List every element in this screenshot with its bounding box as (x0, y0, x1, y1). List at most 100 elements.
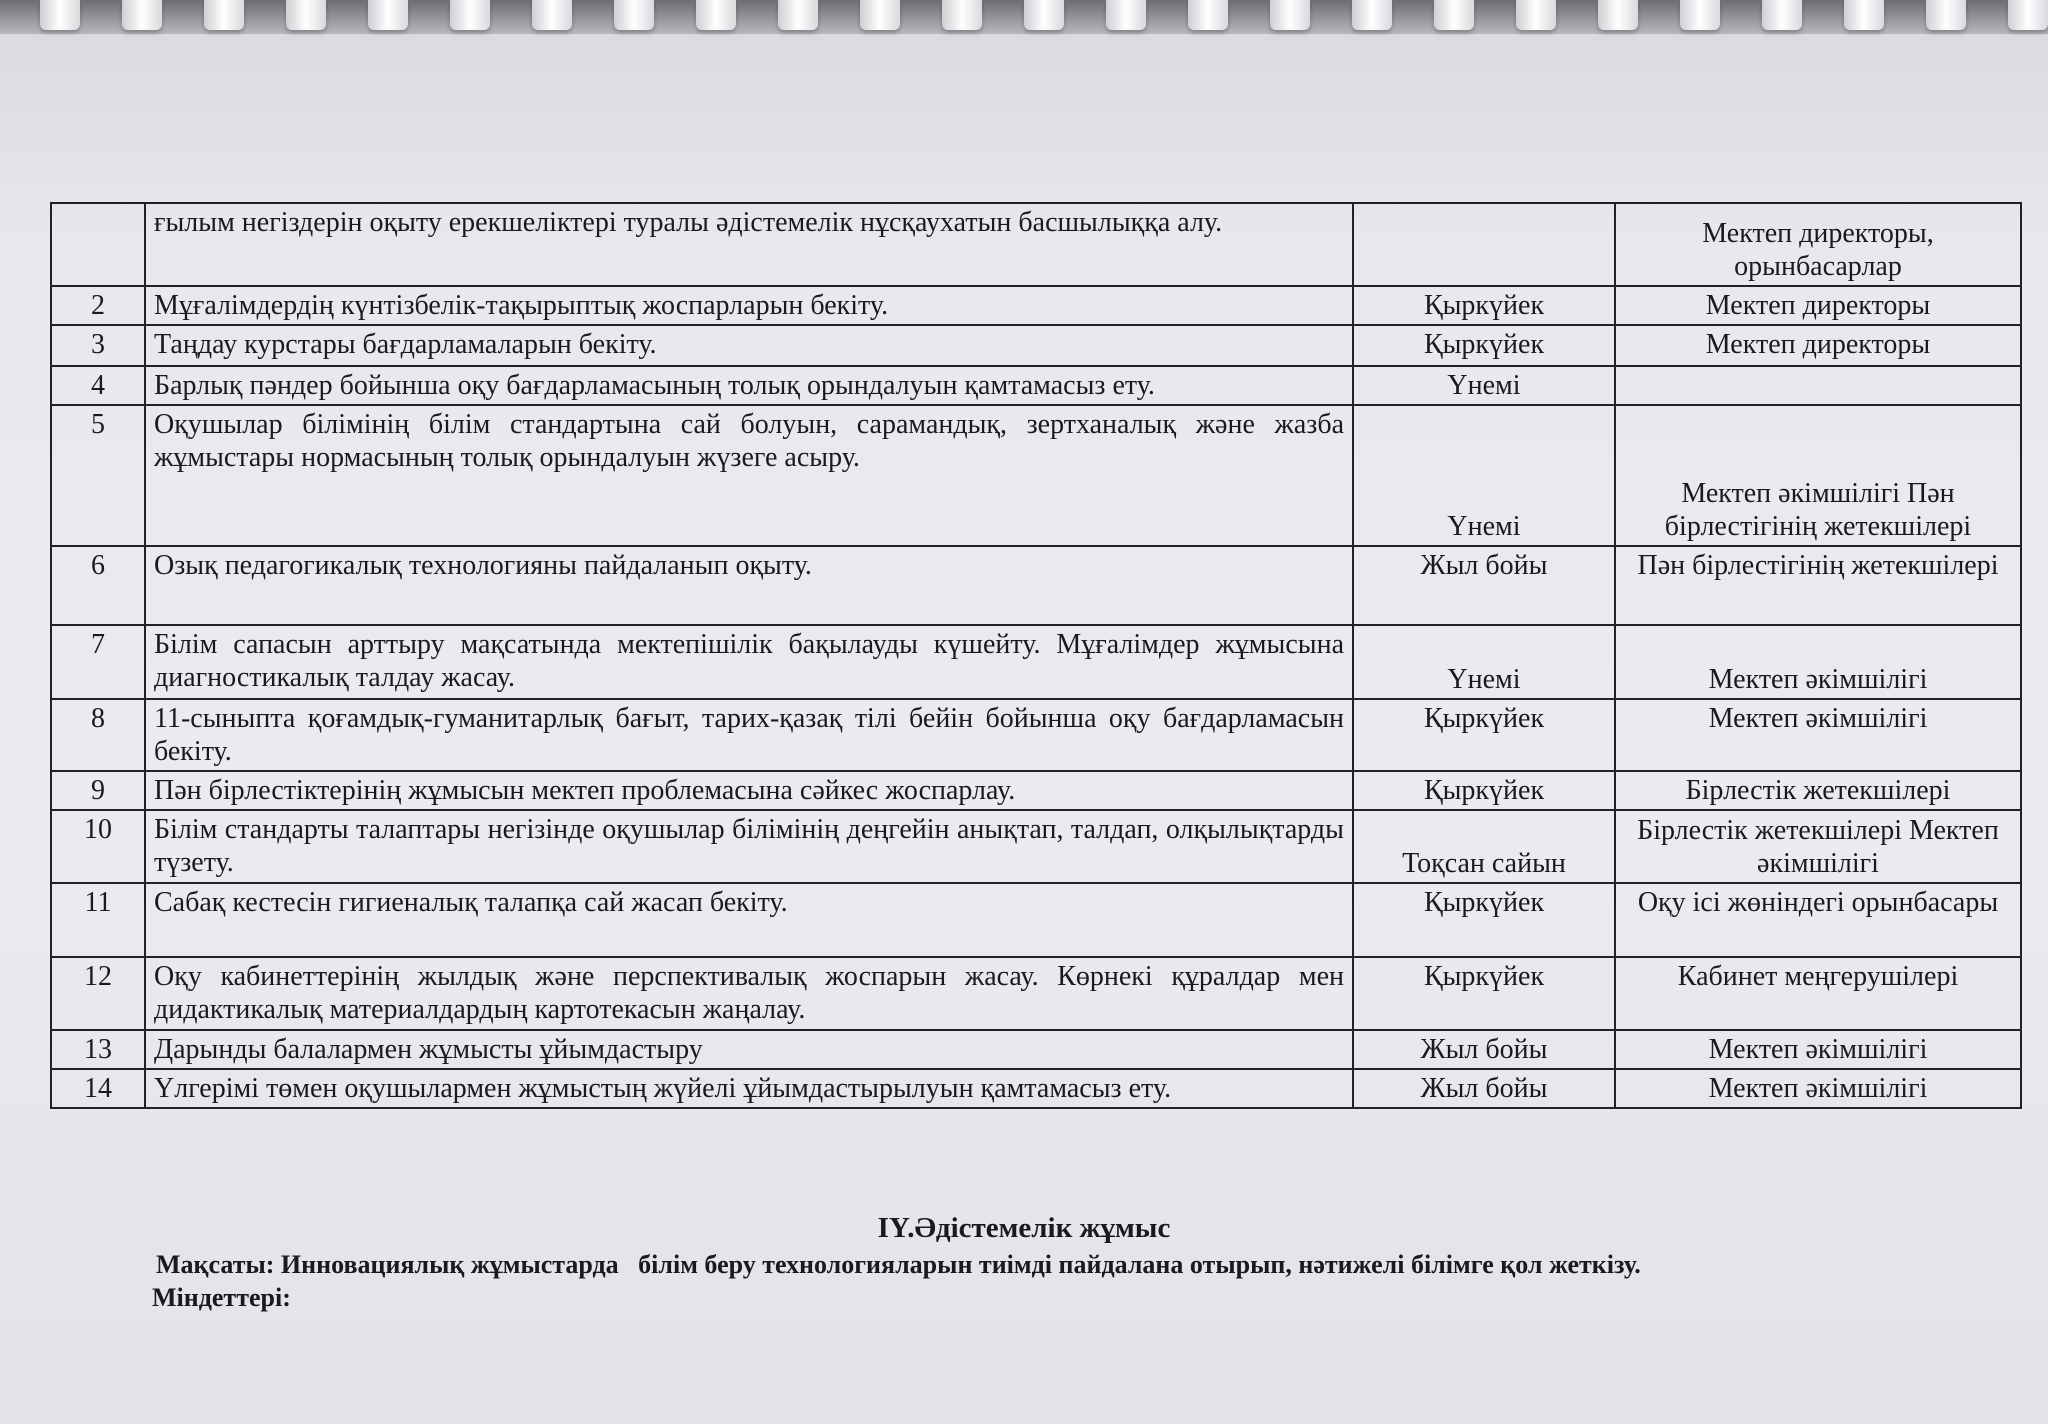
binding-ring (450, 0, 490, 30)
cell-num: 13 (50, 1029, 146, 1070)
cell-resp (1614, 365, 2022, 406)
cell-task: Білім сапасын арттыру мақсатында мектепі… (144, 624, 1354, 700)
cell-task: Білім стандарты талаптары негізінде оқуш… (144, 809, 1354, 884)
cell-num: 11 (50, 882, 146, 958)
binding-ring (1188, 0, 1228, 30)
cell-task: Сабақ кестесін гигиеналық талапқа сай жа… (144, 882, 1354, 958)
cell-num: 6 (50, 545, 146, 626)
binding-ring (40, 0, 80, 30)
cell-time (1352, 202, 1616, 287)
cell-resp: Мектеп директоры, орынбасарлар (1614, 202, 2022, 287)
binding-ring (860, 0, 900, 30)
cell-num: 4 (50, 365, 146, 406)
cell-resp: Мектеп әкімшілігі (1614, 624, 2022, 700)
binding-ring (1106, 0, 1146, 30)
cell-task: ғылым негіздерін оқыту ерекшеліктері тур… (144, 202, 1354, 287)
cell-time: Қыркүйек (1352, 698, 1616, 772)
binding-ring (1844, 0, 1884, 30)
cell-time: Жыл бойы (1352, 1068, 1616, 1109)
cell-num: 10 (50, 809, 146, 884)
cell-task: Дарынды балалармен жұмысты ұйымдастыру (144, 1029, 1354, 1070)
cell-num: 2 (50, 285, 146, 326)
cell-resp: Мектеп директоры (1614, 285, 2022, 326)
binding-ring (368, 0, 408, 30)
binding-ring (286, 0, 326, 30)
cell-task: 11-сыныпта қоғамдық-гуманитарлық бағыт, … (144, 698, 1354, 772)
cell-task: Барлық пәндер бойынша оқу бағдарламасыны… (144, 365, 1354, 406)
cell-task: Озық педагогикалық технологияны пайдалан… (144, 545, 1354, 626)
section-tasks-label: Міндеттері: (152, 1283, 291, 1312)
cell-time: Қыркүйек (1352, 324, 1616, 367)
cell-resp: Бірлестік жетекшілері (1614, 770, 2022, 811)
table-row: 4 Барлық пәндер бойынша оқу бағдарламасын… (50, 365, 2022, 406)
cell-task: Оқу кабинеттерінің жылдық және перспекти… (144, 956, 1354, 1031)
binding-ring (1598, 0, 1638, 30)
spiral-binding (0, 0, 2048, 34)
binding-ring (1024, 0, 1064, 30)
cell-resp: Мектеп әкімшілігі (1614, 1068, 2022, 1109)
cell-num: 14 (50, 1068, 146, 1109)
cell-time: Қыркүйек (1352, 285, 1616, 326)
cell-task: Мұғалімдердің күнтізбелік-тақырыптық жос… (144, 285, 1354, 326)
table-row: 12 Оқу кабинеттерінің жылдық және перспек… (50, 956, 2022, 1031)
binding-ring (942, 0, 982, 30)
cell-num (50, 202, 146, 287)
cell-num: 5 (50, 404, 146, 547)
cell-resp: Мектеп әкімшілігі Пән бірлестігінің жете… (1614, 404, 2022, 547)
cell-num: 7 (50, 624, 146, 700)
binding-ring (1680, 0, 1720, 30)
binding-ring (1352, 0, 1392, 30)
cell-time: Тоқсан сайын (1352, 809, 1616, 884)
binding-ring (778, 0, 818, 30)
binding-ring (614, 0, 654, 30)
table-row: 13 Дарынды балалармен жұмысты ұйымдастыру… (50, 1029, 2022, 1070)
table-row: 11 Сабақ кестесін гигиеналық талапқа сай … (50, 882, 2022, 958)
cell-resp: Оқу ісі жөніндегі орынбасары (1614, 882, 2022, 958)
table-row: 8 11-сыныпта қоғамдық-гуманитарлық бағыт,… (50, 698, 2022, 772)
cell-task: Пән бірлестіктерінің жұмысын мектеп проб… (144, 770, 1354, 811)
cell-resp: Бірлестік жетекшілері Мектеп әкімшілігі (1614, 809, 2022, 884)
section-goal: Мақсаты: Инновациялық жұмыстарда білім б… (156, 1250, 1641, 1279)
cell-time: Үнемі (1352, 404, 1616, 547)
cell-num: 8 (50, 698, 146, 772)
table-row: 14 Үлгерімі төмен оқушылармен жұмыстың жү… (50, 1068, 2022, 1109)
binding-ring (696, 0, 736, 30)
cell-num: 12 (50, 956, 146, 1031)
binding-ring (1516, 0, 1556, 30)
cell-task: Үлгерімі төмен оқушылармен жұмыстың жүйе… (144, 1068, 1354, 1109)
binding-ring (532, 0, 572, 30)
cell-time: Қыркүйек (1352, 770, 1616, 811)
binding-ring (2008, 0, 2048, 30)
table-row: 6 Озық педагогикалық технологияны пайдала… (50, 545, 2022, 626)
binding-ring (1926, 0, 1966, 30)
binding-ring (1434, 0, 1474, 30)
cell-resp: Мектеп директоры (1614, 324, 2022, 367)
cell-resp: Мектеп әкімшілігі (1614, 1029, 2022, 1070)
cell-resp: Мектеп әкімшілігі (1614, 698, 2022, 772)
cell-resp: Пән бірлестігінің жетекшілері (1614, 545, 2022, 626)
table-row: 5 Оқушылар білімінің білім стандартына са… (50, 404, 2022, 547)
cell-resp: Кабинет меңгерушілері (1614, 956, 2022, 1031)
cell-time: Қыркүйек (1352, 956, 1616, 1031)
binding-ring (1270, 0, 1310, 30)
cell-time: Жыл бойы (1352, 1029, 1616, 1070)
binding-ring (1762, 0, 1802, 30)
section-heading: IY.Әдістемелік жұмыс (877, 1212, 1171, 1244)
cell-task: Таңдау курстары бағдарламаларын бекіту. (144, 324, 1354, 367)
table-row: 7 Білім сапасын арттыру мақсатында мектеп… (50, 624, 2022, 700)
cell-num: 9 (50, 770, 146, 811)
table-row: 2 Мұғалімдердің күнтізбелік-тақырыптық жо… (50, 285, 2022, 326)
cell-time: Үнемі (1352, 624, 1616, 700)
table-row: ғылым негіздерін оқыту ерекшеліктері тур… (50, 202, 2022, 287)
binding-ring (122, 0, 162, 30)
table-row: 10 Білім стандарты талаптары негізінде оқ… (50, 809, 2022, 884)
cell-task: Оқушылар білімінің білім стандартына сай… (144, 404, 1354, 547)
table-row: 9 Пән бірлестіктерінің жұмысын мектеп про… (50, 770, 2022, 811)
plan-table: ғылым негіздерін оқыту ерекшеліктері тур… (50, 202, 2022, 1109)
cell-time: Қыркүйек (1352, 882, 1616, 958)
cell-time: Жыл бойы (1352, 545, 1616, 626)
cell-num: 3 (50, 324, 146, 367)
binding-ring (204, 0, 244, 30)
cell-time: Үнемі (1352, 365, 1616, 406)
table-row: 3 Таңдау курстары бағдарламаларын бекіту.… (50, 324, 2022, 367)
